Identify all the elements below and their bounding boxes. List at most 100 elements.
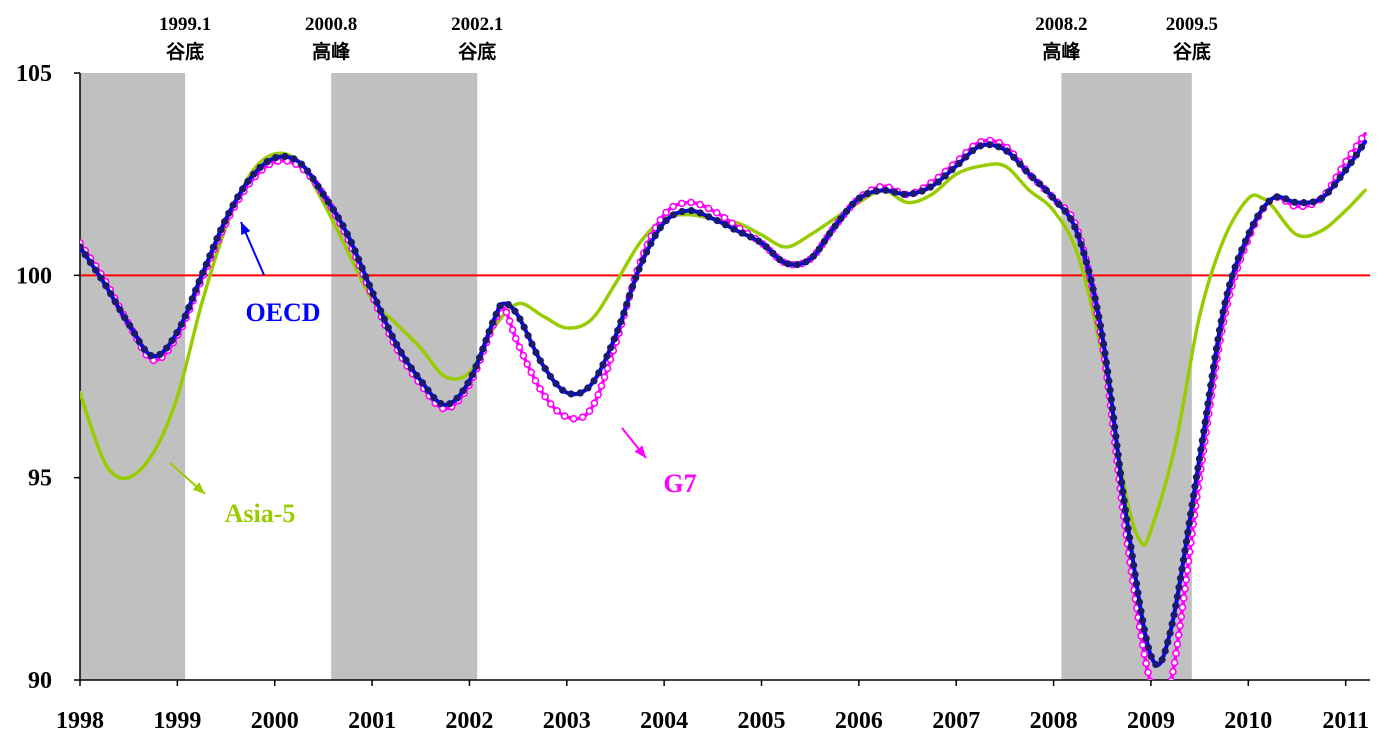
asia5-label: Asia-5 [225,499,296,528]
oecd-marker-137 [793,260,801,269]
g7-marker-248 [1179,594,1188,602]
oecd-marker-173 [1055,200,1063,208]
oecd-marker-289 [1357,143,1366,151]
oecd-marker-249 [1198,436,1206,445]
oecd-marker-51 [339,222,347,230]
oecd-marker-102 [590,377,598,385]
oecd-marker-74 [446,400,454,408]
oecd-marker-225 [1158,656,1166,664]
g7-marker-234 [1150,687,1156,693]
oecd-marker-66 [397,348,405,356]
oecd-marker-50 [334,214,342,222]
oecd-marker-107 [610,335,618,343]
oecd-marker-126 [705,213,713,221]
shaded-period-3 [1061,73,1192,680]
g7-marker-101 [560,412,569,420]
oecd-marker-288 [1352,151,1361,159]
oecd-marker-22 [188,295,196,303]
oecd-marker-92 [528,340,536,348]
oecd-marker-23 [192,286,200,294]
g7-marker-231 [1142,659,1150,668]
oecd-marker-62 [380,315,388,323]
oecd-marker-100 [576,389,584,397]
oecd-marker-276 [1265,197,1273,205]
oecd-marker-75 [453,394,461,402]
oecd-marker-68 [407,364,415,372]
oecd-marker-41 [281,152,289,161]
oecd-marker-258 [1211,354,1219,362]
oecd-marker-115 [635,265,643,273]
g7-marker-109 [603,364,612,373]
oecd-marker-200 [1113,441,1121,450]
oecd-marker-83 [485,327,493,336]
oecd-marker-27 [206,252,214,260]
oecd-marker-114 [632,274,640,282]
x-tick-label-2011: 2011 [1322,708,1369,734]
oecd-marker-76 [459,387,467,395]
g7-marker-93 [519,351,528,360]
oecd-marker-229 [1168,620,1176,628]
oecd-marker-166 [1010,153,1018,161]
oecd-marker-80 [475,354,484,362]
oecd-marker-259 [1212,344,1221,353]
oecd-marker-274 [1254,212,1262,220]
oecd-marker-268 [1231,263,1239,271]
period-label-date-2: 2000.8 [305,14,357,35]
oecd-marker-144 [837,215,845,223]
oecd-marker-108 [614,326,622,335]
x-tick-label-2002: 2002 [445,708,493,734]
oecd-marker-136 [784,260,792,268]
g7-marker-246 [1177,612,1186,621]
oecd-marker-267 [1228,272,1236,280]
oecd-marker-151 [891,188,899,196]
oecd-marker-158 [948,166,956,174]
oecd-marker-140 [815,245,823,253]
g7-marker-235 [1153,696,1159,702]
oecd-marker-52 [343,230,351,238]
oecd-marker-261 [1215,326,1224,334]
oecd-marker-61 [376,307,385,315]
oecd-marker-105 [603,352,611,360]
period-label-event-5: 谷底 [1173,40,1211,63]
oecd-marker-13 [140,345,148,353]
g7-marker-131 [696,200,704,209]
oecd-marker-242 [1188,501,1196,509]
oecd-marker-185 [1093,303,1101,312]
oecd-marker-94 [536,357,544,365]
oecd-marker-7 [111,298,119,306]
oecd-marker-53 [347,238,355,246]
oecd-marker-237 [1181,547,1189,555]
oecd-marker-69 [413,371,421,380]
oecd-marker-176 [1071,223,1079,231]
oecd-arrow [240,221,265,276]
oecd-marker-45 [309,175,317,183]
oecd-marker-253 [1204,400,1212,408]
oecd-marker-177 [1074,231,1082,240]
oecd-marker-17 [168,336,176,345]
oecd-marker-262 [1217,317,1225,325]
oecd-marker-243 [1189,491,1198,500]
oecd-marker-203 [1116,469,1125,477]
oecd-marker-252 [1202,409,1211,417]
oecd-marker-251 [1201,418,1209,426]
oecd-marker-55 [355,255,363,264]
oecd-marker-103 [595,369,603,377]
oecd-marker-248 [1197,446,1205,454]
oecd-marker-196 [1108,404,1117,413]
g7-marker-98 [541,392,549,401]
g7-marker-90 [508,326,517,334]
oecd-arrow-head [241,222,251,235]
oecd-marker-206 [1120,497,1128,505]
oecd-marker-284 [1330,181,1339,189]
oecd-marker-168 [1022,167,1030,175]
oecd-marker-11 [130,329,139,338]
oecd-marker-250 [1200,427,1208,435]
oecd-marker-161 [968,147,977,155]
oecd-marker-123 [678,207,686,216]
period-label-event-3: 谷底 [458,40,496,63]
oecd-marker-8 [116,306,124,314]
g7-marker-132 [704,204,713,213]
oecd-marker-174 [1061,207,1069,215]
oecd-marker-6 [106,290,115,298]
